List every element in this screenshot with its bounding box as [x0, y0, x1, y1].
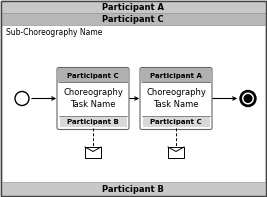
- Bar: [1, 182, 266, 196]
- Text: Sub-Choreography Name: Sub-Choreography Name: [6, 28, 102, 37]
- Text: Participant C: Participant C: [102, 15, 164, 23]
- Text: Participant C: Participant C: [67, 72, 119, 78]
- Bar: [143, 115, 210, 127]
- Text: Participant B: Participant B: [102, 185, 164, 193]
- Bar: [1, 13, 266, 25]
- Bar: [60, 115, 127, 127]
- Circle shape: [15, 91, 29, 106]
- Bar: [85, 147, 101, 158]
- Circle shape: [242, 93, 254, 104]
- Bar: [1, 1, 266, 13]
- Text: Participant B: Participant B: [67, 119, 119, 125]
- FancyBboxPatch shape: [140, 68, 211, 83]
- Text: Participant A: Participant A: [102, 3, 164, 11]
- FancyBboxPatch shape: [140, 68, 212, 129]
- Bar: [60, 70, 127, 82]
- Text: Choreography
Task Name: Choreography Task Name: [146, 88, 206, 109]
- Bar: [168, 147, 184, 158]
- Circle shape: [244, 94, 253, 103]
- Text: Participant C: Participant C: [150, 119, 202, 125]
- Bar: [143, 70, 210, 82]
- Circle shape: [240, 90, 256, 107]
- FancyBboxPatch shape: [57, 68, 128, 83]
- Text: Participant A: Participant A: [150, 72, 202, 78]
- Text: Choreography
Task Name: Choreography Task Name: [63, 88, 123, 109]
- FancyBboxPatch shape: [57, 68, 129, 129]
